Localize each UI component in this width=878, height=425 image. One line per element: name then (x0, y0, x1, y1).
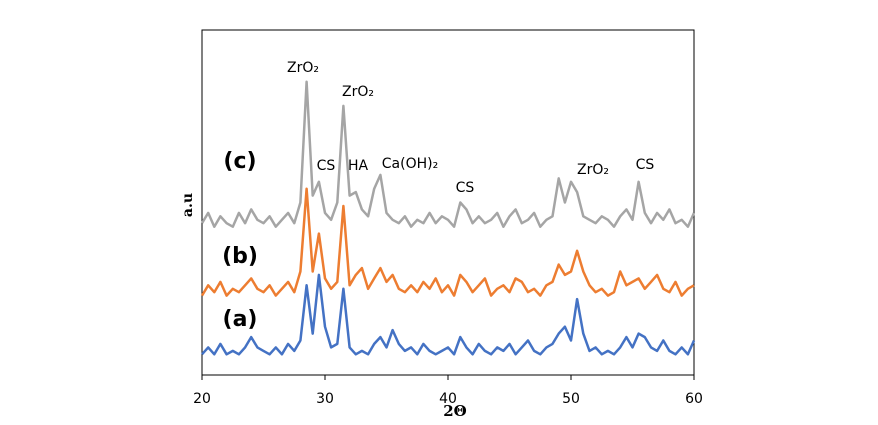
annotation: Ca(OH)₂ (382, 156, 438, 172)
annotation: CS (636, 157, 655, 173)
series-label: (b) (222, 244, 258, 269)
y-axis-label: a.u (180, 193, 196, 217)
x-axis-label: 2Θ (443, 402, 467, 420)
annotation: ZrO₂ (577, 162, 609, 178)
plot-frame (201, 29, 695, 376)
series-label: (a) (223, 307, 258, 332)
annotation: CS (317, 158, 336, 174)
x-tick-label: 20 (193, 391, 211, 407)
series-line (200, 80, 696, 228)
annotation: CS (456, 180, 475, 196)
series-line (200, 187, 695, 297)
annotation: HA (348, 158, 369, 174)
x-tick-label: 50 (562, 391, 580, 407)
x-tick-label: 60 (685, 391, 703, 407)
annotation: ZrO₂ (342, 84, 374, 100)
annotation: ZrO₂ (287, 60, 319, 76)
series-line (201, 273, 696, 356)
x-tick-label: 40 (439, 391, 457, 407)
series-label: (c) (223, 149, 256, 174)
x-tick-label: 30 (316, 391, 334, 407)
